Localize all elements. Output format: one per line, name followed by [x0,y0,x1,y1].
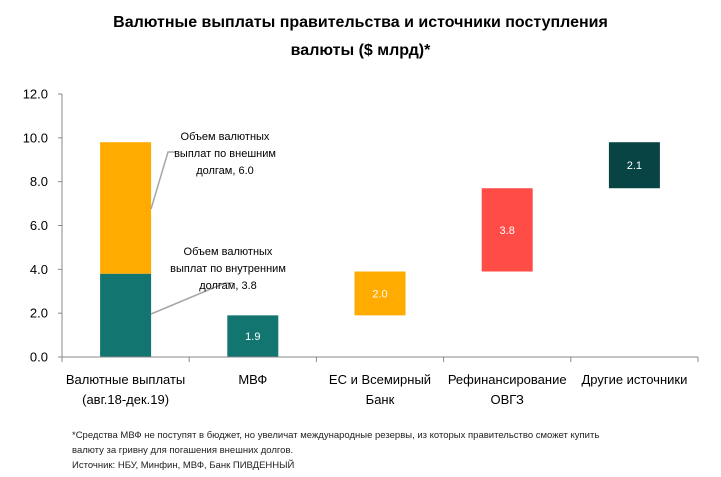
x-category-label: Валютные выплаты [66,372,185,387]
y-tick-label: 0.0 [30,350,48,365]
y-tick-label: 6.0 [30,218,48,233]
bar [100,142,152,274]
annotation-text: долгам, 3.8 [199,280,257,292]
bar [608,142,660,189]
y-tick-label: 8.0 [30,174,48,189]
bar [227,315,279,357]
bar-data-label: 2.1 [627,160,642,172]
bar-data-label: 3.8 [500,225,515,237]
x-category-label: Банк [366,392,395,407]
x-category-label: (авг.18-дек.19) [82,392,169,407]
y-tick-label: 10.0 [23,130,48,145]
bar [354,271,406,316]
footnote-line2: валюту за гривну для погашения внешних д… [72,445,294,456]
x-category-label: МВФ [238,372,267,387]
bar [100,273,152,357]
annotation-leader-line [150,282,233,315]
annotation-text: Объем валютных [184,246,273,258]
chart-title-line1: Валютные выплаты правительства и источни… [113,14,608,31]
bar-data-label: 2.0 [372,288,387,300]
annotation-text: выплат по внутренним [170,263,286,275]
annotation-text: долгам, 6.0 [196,165,254,177]
bar [481,188,533,272]
x-category-label: ОВГЗ [491,392,525,407]
x-category-label: Рефинансирование [448,372,567,387]
annotation-leader-line [150,151,176,210]
footnote-line1: *Средства МВФ не поступят в бюджет, но у… [72,430,600,441]
chart-title-line2: валюты ($ млрд)* [290,42,431,59]
y-tick-label: 4.0 [30,262,48,277]
source-note: Источник: НБУ, Минфин, МВФ, Банк ПИВДЕНН… [72,460,295,471]
y-tick-label: 12.0 [23,87,48,102]
chart-canvas: 0.0 2.0 4.0 6.0 8.0 10.0 12.0 1.9 2.0 3.8 2.1 Валют… [23,87,699,407]
x-category-label: Другие источники [581,372,687,387]
annotation-text: Объем валютных [181,131,270,143]
y-tick-label: 2.0 [30,306,48,321]
x-category-label: ЕС и Всемирный [329,372,431,387]
bar-data-label: 1.9 [245,331,260,343]
annotation-text: выплат по внешним [174,148,276,160]
